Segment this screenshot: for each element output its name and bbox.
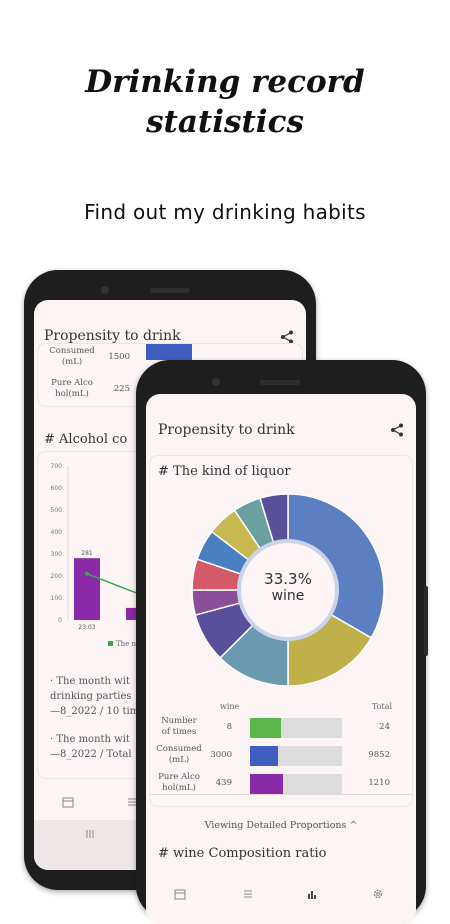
share-icon[interactable]: [390, 423, 404, 437]
speaker: [150, 288, 190, 293]
composition-title: # wine Composition ratio: [158, 846, 327, 861]
legend-swatch: [108, 641, 113, 646]
row-total: 9852: [368, 750, 390, 760]
front-app-title: Propensity to drink: [158, 422, 295, 438]
detail-link[interactable]: Viewing Detailed Proportions ^: [204, 820, 358, 831]
row-value: 439: [215, 778, 232, 788]
row-label: Pure Alco hol(mL): [158, 772, 200, 793]
note-2: · The month wit —8_2022 / Total: [50, 734, 132, 760]
donut-chart: [191, 493, 385, 687]
headline-line2: statistics: [146, 104, 304, 140]
phone-front: Propensity to drink # The kind of liquor…: [136, 360, 428, 924]
gear-icon[interactable]: [372, 888, 384, 900]
proportion-bar-fill: [250, 746, 279, 766]
stats-icon[interactable]: [306, 888, 318, 900]
y-tick-label: 100: [51, 595, 63, 602]
row-total: 1210: [368, 778, 390, 788]
headline-line1: Drinking record: [85, 64, 365, 100]
col-wine: wine: [220, 702, 240, 711]
speaker: [260, 380, 300, 385]
front-screen: Propensity to drink # The kind of liquor…: [146, 394, 416, 924]
row-label: Number of times: [161, 716, 197, 737]
subline: Find out my drinking habits: [84, 200, 366, 224]
y-tick-label: 600: [51, 485, 63, 492]
col-total: Total: [372, 702, 393, 711]
row-total: 24: [379, 722, 390, 732]
center-label: wine: [271, 588, 305, 604]
row-label: Pure Alco hol(mL): [51, 378, 93, 399]
bar: [126, 607, 138, 620]
calendar-icon[interactable]: [174, 888, 186, 900]
recents-icon[interactable]: [84, 828, 96, 840]
bar-data-label: 281: [81, 550, 93, 557]
row-value: 3000: [210, 750, 232, 760]
camera: [212, 378, 220, 386]
donut-hole: [238, 540, 338, 640]
y-tick-label: 200: [51, 573, 63, 580]
row-value: 225: [113, 384, 130, 394]
liquor-card: # The kind of liquor 33.3% wine wine Tot…: [150, 456, 412, 806]
y-tick-label: 300: [51, 551, 63, 558]
camera: [101, 286, 109, 294]
row-value: 8: [226, 722, 232, 732]
proportion-bar: [250, 746, 342, 766]
note-1: · The month wit drinking parties —8_2022…: [50, 676, 140, 717]
donut-center: 33.3% wine: [238, 570, 338, 604]
list-icon[interactable]: [242, 888, 254, 900]
row-value: 1500: [108, 352, 130, 362]
bar: [74, 558, 100, 620]
share-icon[interactable]: [280, 330, 294, 344]
bar-chart: 700 600 500 400 300 200 100 0 281 23.03: [51, 463, 139, 631]
proportion-bar-fill: [250, 718, 281, 738]
y-tick-label: 500: [51, 507, 63, 514]
headline: Drinking record statistics: [0, 62, 450, 142]
row-label: Consumed (mL): [156, 744, 202, 765]
proportion-bar-fill: [250, 774, 284, 794]
x-tick-label: 23.03: [78, 624, 95, 631]
y-tick-label: 0: [58, 617, 62, 624]
y-tick-label: 400: [51, 529, 63, 536]
proportion-bar: [250, 718, 342, 738]
back-app-title: Propensity to drink: [44, 328, 181, 344]
list-icon[interactable]: [126, 796, 138, 808]
trend-line: [86, 573, 139, 595]
calendar-icon[interactable]: [62, 796, 74, 808]
power-button: [424, 586, 428, 656]
back-section-title: # Alcohol co: [44, 432, 128, 447]
trend-point: [85, 571, 89, 576]
legend: The nu: [108, 640, 141, 648]
liquor-section-title: # The kind of liquor: [158, 464, 291, 479]
center-percent: 33.3%: [264, 570, 312, 588]
row-label: Consumed (mL): [49, 346, 95, 367]
consumed-bar: [146, 344, 192, 360]
divider: [150, 794, 412, 795]
y-tick-label: 700: [51, 463, 63, 470]
proportion-bar: [250, 774, 342, 794]
donut-inner-ring: [237, 539, 339, 641]
